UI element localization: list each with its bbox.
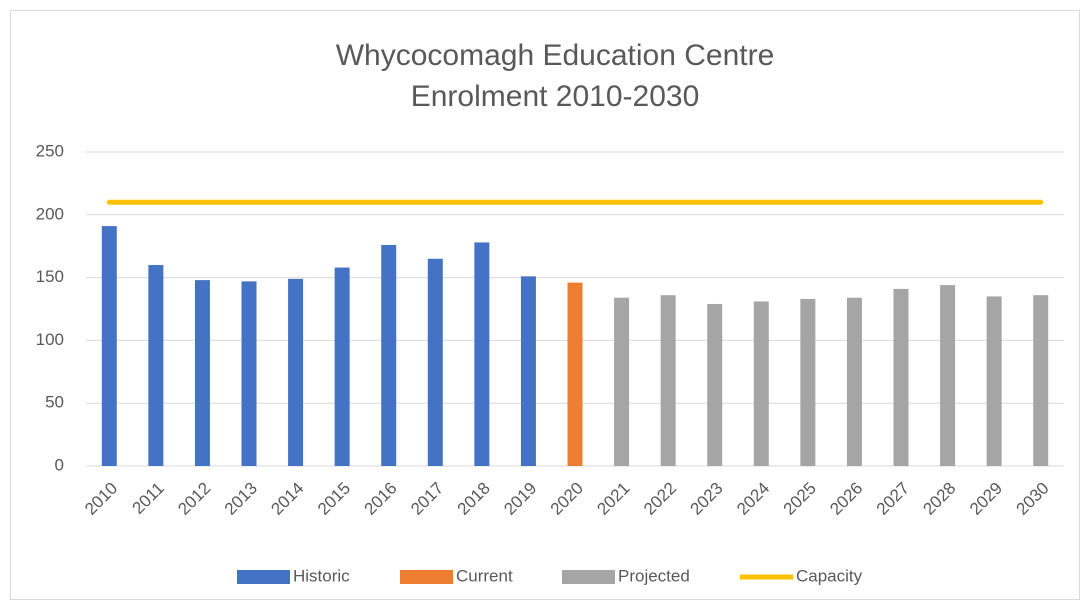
y-tick-label: 150	[36, 267, 64, 286]
bar	[427, 258, 443, 466]
bar	[241, 281, 257, 466]
legend-swatch	[562, 570, 615, 584]
bar	[614, 297, 630, 466]
bar	[381, 244, 397, 466]
bar	[567, 282, 583, 466]
y-tick-label: 200	[36, 204, 64, 223]
y-tick-label: 250	[36, 141, 64, 160]
bar	[986, 296, 1002, 466]
bar	[800, 298, 816, 466]
bar	[940, 285, 956, 466]
bar	[707, 303, 723, 466]
y-tick-label: 0	[55, 455, 64, 474]
bar	[846, 297, 862, 466]
legend-label: Projected	[618, 566, 690, 585]
bar	[148, 265, 164, 466]
chart-title: Enrolment 2010-2030	[411, 80, 700, 113]
bar	[660, 295, 676, 466]
bar	[893, 288, 909, 466]
legend-swatch	[237, 570, 290, 584]
bar	[1033, 295, 1049, 466]
bar	[334, 267, 350, 466]
y-tick-label: 100	[36, 330, 64, 349]
bar	[520, 276, 536, 466]
legend-swatch	[400, 570, 453, 584]
y-tick-label: 50	[45, 393, 64, 412]
bar	[474, 242, 490, 466]
chart-title: Whycocomagh Education Centre	[336, 39, 775, 72]
bar	[753, 301, 769, 466]
bar	[194, 280, 210, 466]
legend-label: Historic	[293, 566, 350, 585]
bar	[288, 278, 304, 466]
legend-label: Capacity	[796, 566, 863, 585]
bar	[101, 226, 117, 466]
legend-label: Current	[456, 566, 513, 585]
